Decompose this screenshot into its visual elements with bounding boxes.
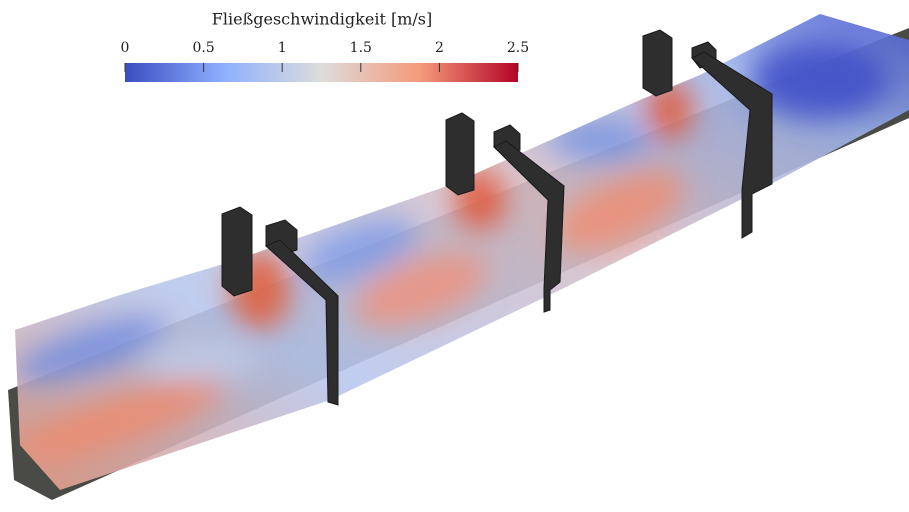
weir-post — [446, 113, 474, 195]
flow-visualization: Fließgeschwindigkeit [m/s] 0 0.5 1 1.5 2 2.5 — [0, 0, 909, 512]
colorbar-title: Fließgeschwindigkeit [m/s] — [212, 10, 432, 29]
colorbar-tick-label: 2.5 — [507, 40, 529, 56]
weir-post — [643, 30, 672, 96]
colorbar-tick-label: 0.5 — [192, 40, 214, 56]
colorbar-tick-label: 1.5 — [350, 40, 372, 56]
colorbar-gradient — [125, 63, 518, 82]
weir-post — [222, 207, 252, 296]
colorbar-tick-label: 0 — [121, 40, 130, 56]
colorbar: Fließgeschwindigkeit [m/s] 0 0.5 1 1.5 2 2.5 — [121, 10, 530, 83]
colorbar-tick-label: 2 — [435, 40, 444, 56]
colorbar-tick-label: 1 — [278, 40, 287, 56]
